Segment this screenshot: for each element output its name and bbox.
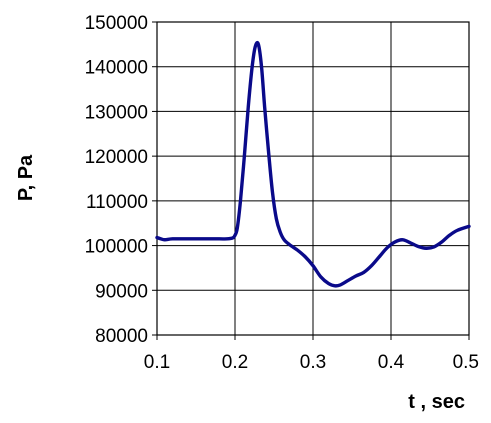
y-tick-label: 90000 xyxy=(95,281,148,302)
x-tick-label: 0.5 xyxy=(453,352,479,373)
x-tick-label: 0.2 xyxy=(222,352,248,373)
x-tick-label: 0.1 xyxy=(144,352,170,373)
y-tick-label: 100000 xyxy=(85,237,148,258)
y-tick-label: 140000 xyxy=(85,58,148,79)
pressure-series-line xyxy=(155,40,471,288)
y-axis-title: P, Pa xyxy=(15,154,37,201)
y-tick-label: 130000 xyxy=(85,102,148,123)
y-tick-labels: 80000 90000 100000 110000 120000 130000 140000… xyxy=(85,13,148,347)
x-tick-label: 0.4 xyxy=(378,352,405,373)
y-tick-label: 80000 xyxy=(95,326,148,347)
y-tick-label: 120000 xyxy=(85,147,148,168)
series-layer xyxy=(155,40,471,288)
y-tick-label: 110000 xyxy=(86,192,148,213)
y-tick-label: 150000 xyxy=(85,13,148,34)
x-tick-label: 0.3 xyxy=(300,352,326,373)
grid-lines xyxy=(152,21,470,340)
x-axis-title: t , sec xyxy=(408,391,465,413)
plot-frame xyxy=(156,21,470,336)
x-tick-labels: 0.1 0.2 0.3 0.4 0.5 xyxy=(144,352,479,373)
